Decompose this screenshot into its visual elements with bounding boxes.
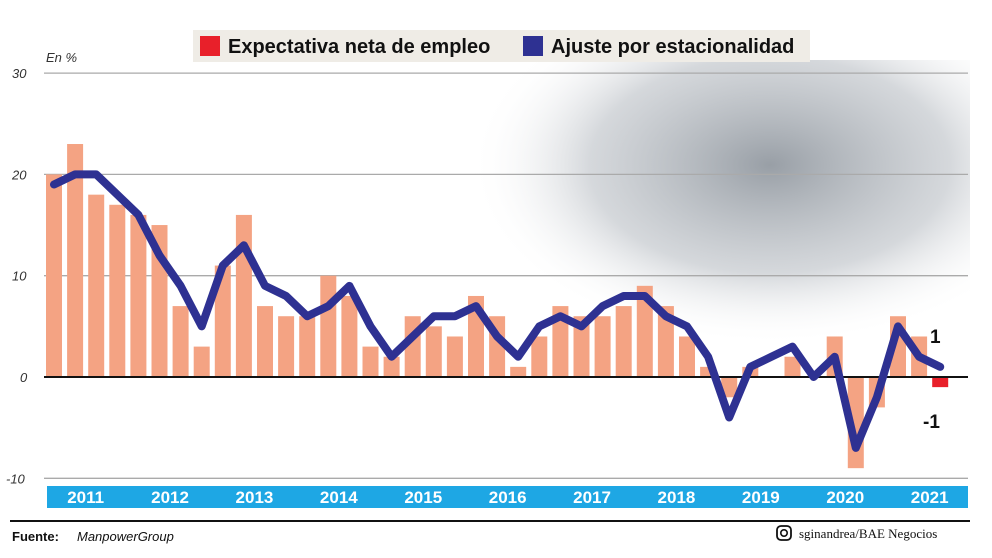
bar: [109, 204, 126, 377]
legend-swatch-adjusted: [523, 36, 543, 56]
bar: [573, 316, 590, 377]
bars: [46, 144, 949, 469]
year-label: 2016: [489, 488, 527, 507]
bar: [700, 366, 717, 377]
year-band: [47, 486, 968, 508]
year-label: 2014: [320, 488, 358, 507]
bar: [278, 316, 295, 377]
bar: [88, 194, 105, 377]
bar: [636, 285, 653, 377]
adjusted-series-line: [50, 170, 945, 452]
bar: [257, 306, 273, 377]
year-label: 2011: [67, 488, 104, 507]
legend-label-net: Expectativa neta de empleo: [228, 36, 490, 58]
bar: [320, 275, 337, 377]
bar: [214, 265, 231, 377]
annotation-net: -1: [923, 412, 940, 433]
legend-swatch-net: [200, 36, 220, 56]
source-value: ManpowerGroup: [77, 529, 174, 544]
bar: [130, 214, 147, 377]
legend-label-adjusted: Ajuste por estacionalidad: [551, 36, 794, 58]
bar: [784, 356, 801, 377]
y-tick-label: -10: [6, 471, 26, 486]
year-label: 2020: [826, 488, 864, 507]
year-label: 2012: [151, 488, 189, 507]
legend: Expectativa neta de empleo Ajuste por es…: [193, 30, 810, 62]
unit-label: En %: [46, 50, 77, 65]
source-label: Fuente:: [12, 529, 59, 544]
credit: sginandrea/BAE Negocios: [799, 526, 937, 541]
bar: [531, 336, 548, 377]
bar: [721, 377, 738, 398]
y-tick-label: 0: [20, 370, 28, 385]
year-label: 2013: [236, 488, 274, 507]
y-axis-ticks: 30 20 10 0 -10: [6, 66, 28, 486]
background-photo: [470, 60, 970, 360]
bar: [67, 144, 84, 377]
bar: [657, 306, 674, 377]
bar: [510, 366, 527, 377]
bar: [235, 214, 252, 377]
bar: [362, 346, 379, 377]
bar: [446, 336, 463, 377]
bar: [193, 346, 210, 377]
bar: [383, 356, 400, 377]
year-label: 2021: [911, 488, 949, 507]
y-tick-label: 20: [11, 167, 27, 182]
annotation-adjusted: 1: [930, 327, 941, 348]
year-label: 2017: [573, 488, 611, 507]
y-tick-label: 10: [12, 269, 27, 284]
bar: [425, 326, 442, 377]
bar: [932, 377, 949, 388]
bar: [679, 336, 695, 377]
instagram-icon: [776, 525, 792, 541]
bar: [552, 306, 569, 377]
year-label: 2019: [742, 488, 780, 507]
bar: [299, 316, 316, 377]
y-tick-label: 30: [12, 66, 27, 81]
x-axis-years: 2011 2012 2013 2014 2015 2016 2017 2018 2019 2020…: [67, 488, 948, 507]
grid: [44, 72, 968, 479]
bar: [341, 295, 358, 377]
year-label: 2018: [658, 488, 696, 507]
bar: [46, 174, 62, 377]
bar: [615, 306, 632, 377]
bar: [594, 316, 611, 377]
bar: [172, 306, 189, 377]
year-label: 2015: [404, 488, 442, 507]
